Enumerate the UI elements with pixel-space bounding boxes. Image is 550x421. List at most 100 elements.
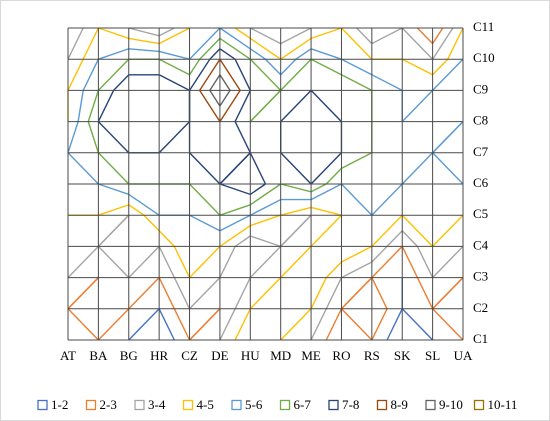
contour-segment [340, 183, 373, 216]
contour-segment [310, 206, 342, 216]
contour-segment [219, 246, 236, 278]
contour-segment [310, 214, 342, 247]
legend-label: 7-8 [342, 397, 359, 412]
legend-swatch [182, 399, 194, 411]
x-tick-label: DE [211, 348, 228, 363]
contour-segment [219, 183, 251, 196]
contour-segment [371, 214, 403, 247]
contour-segment [128, 48, 160, 53]
contour-segment [234, 58, 251, 91]
contour-segment [341, 261, 373, 279]
contour-segment [416, 27, 434, 45]
contour-segment [234, 235, 251, 247]
contour-segment [432, 245, 464, 279]
legend-label: 1-2 [51, 397, 68, 412]
contour-segment [128, 308, 160, 341]
contour-segment [371, 74, 403, 92]
series-label: C4 [473, 237, 489, 252]
contour-segment [98, 48, 129, 60]
contour-segment [371, 245, 403, 279]
contour-segment [310, 152, 342, 185]
contour-segment [97, 245, 130, 279]
contour-segment [219, 225, 251, 247]
series-label: C11 [473, 19, 494, 34]
contour-segment [280, 308, 312, 341]
series-label: C3 [473, 269, 488, 284]
contour-segment [158, 58, 190, 76]
contour-segment [82, 58, 100, 91]
contour-segment [401, 230, 418, 247]
contour-segment [371, 27, 403, 45]
contour-segment [401, 214, 434, 247]
contour-segment [98, 183, 129, 196]
contour-segment [158, 74, 190, 92]
contour-segment [432, 58, 464, 91]
contour-segment [67, 121, 79, 154]
contour-segment [310, 183, 327, 193]
legend-swatch [473, 399, 485, 411]
contour-segment [98, 204, 129, 216]
contour-segment [249, 48, 266, 60]
contour-segment [280, 27, 312, 45]
contour-segment [371, 277, 388, 310]
contour-segment [432, 121, 464, 154]
series-label: C2 [473, 300, 488, 315]
contour-segment [371, 308, 388, 341]
contour-segment [189, 245, 221, 279]
contour-segment [280, 206, 312, 216]
contour-segment [188, 58, 201, 76]
legend-swatch [37, 399, 48, 411]
contour-segment [158, 246, 175, 278]
contour-segment [234, 121, 251, 154]
contour-segment [97, 121, 130, 154]
contour-segment [249, 245, 282, 279]
x-tick-label: UA [454, 348, 473, 363]
series-label: C1 [473, 331, 488, 346]
contour-segment [234, 277, 251, 310]
contour-segment [356, 27, 373, 45]
contour-segment [325, 277, 343, 310]
x-tick-label: HR [150, 348, 168, 363]
contour-segment [432, 308, 464, 341]
series-label: C7 [473, 144, 489, 159]
contour-segment [67, 277, 99, 310]
contour-segment [199, 90, 221, 122]
contour-segment [250, 235, 281, 248]
contour-segment [219, 27, 251, 50]
contour-segment [219, 58, 241, 91]
contour-segment [219, 308, 236, 341]
contour-segment [77, 90, 84, 122]
contour-segment [67, 308, 99, 341]
contour-segment [340, 308, 373, 341]
contour-segment [280, 37, 312, 60]
contour-segment [325, 261, 342, 279]
series-label: C9 [473, 81, 488, 96]
series-label: C8 [473, 113, 488, 128]
legend-label: 8-9 [391, 397, 408, 412]
x-tick-label: BA [89, 348, 108, 363]
legend-swatch [231, 399, 242, 411]
contour-segment [234, 90, 251, 122]
contour-segment [249, 89, 282, 123]
contour-segment [310, 89, 342, 123]
contour-segment [341, 74, 373, 92]
legend-swatch [376, 399, 388, 411]
contour-segment [280, 58, 312, 91]
contour-segment [98, 27, 129, 40]
contour-segment [113, 74, 130, 91]
x-tick-label: RO [332, 348, 350, 363]
contour-segment [280, 152, 312, 185]
contour-segment [158, 27, 175, 37]
contour-segment [432, 27, 444, 44]
contour-segment [128, 37, 160, 45]
contour-segment [341, 245, 373, 263]
contour-segment [219, 48, 236, 60]
x-tick-label: SL [425, 348, 440, 363]
contour-segment [401, 246, 419, 278]
contour-segment [432, 27, 454, 60]
contour-segment [97, 214, 130, 247]
legend-label: 9-10 [439, 397, 463, 412]
contour-segment [432, 214, 464, 247]
